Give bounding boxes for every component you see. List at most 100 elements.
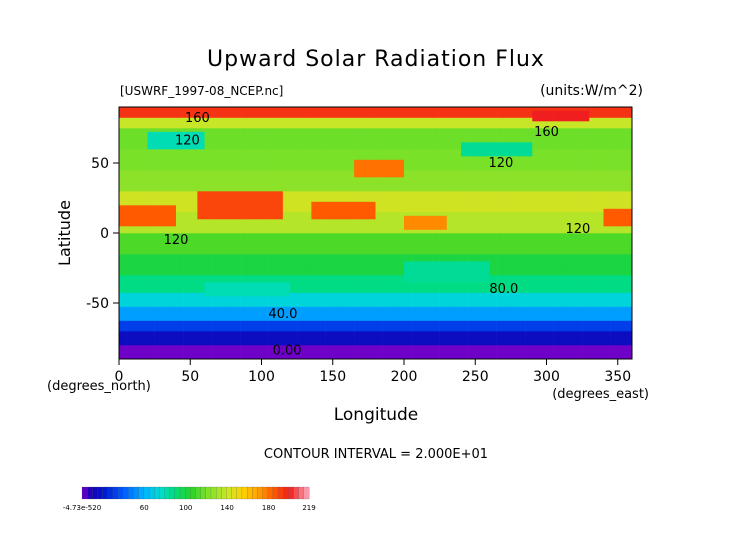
heatmap-cell: [389, 275, 398, 279]
heatmap-cell: [582, 198, 590, 202]
heatmap-cell: [354, 212, 362, 216]
heatmap-cell: [553, 135, 562, 139]
heatmap-cell: [247, 138, 255, 143]
heatmap-cell: [418, 194, 426, 199]
heatmap-cell: [211, 240, 220, 244]
heatmap-cell: [461, 191, 469, 195]
heatmap-cell: [510, 117, 519, 122]
heatmap-cell: [525, 285, 533, 290]
heatmap-cell: [375, 341, 383, 346]
heatmap-cell: [532, 282, 540, 286]
heatmap-cell: [318, 166, 326, 171]
heatmap-cell: [439, 352, 448, 356]
heatmap-cell: [268, 236, 277, 241]
heatmap-cell: [183, 355, 191, 360]
heatmap-cell: [368, 264, 376, 269]
heatmap-cell: [439, 341, 448, 346]
heatmap-cell: [503, 198, 512, 202]
heatmap-cell: [325, 292, 334, 297]
heatmap-cell: [546, 177, 554, 181]
heatmap-cell: [560, 138, 569, 143]
heatmap-cell: [396, 222, 405, 227]
heatmap-cell: [382, 271, 391, 276]
heatmap-cell: [439, 299, 448, 304]
heatmap-cell: [304, 289, 312, 293]
heatmap-cell: [240, 128, 248, 132]
heatmap-cell: [489, 324, 497, 328]
heatmap-cell: [354, 138, 362, 143]
heatmap-cell: [282, 117, 291, 122]
heatmap-cell: [311, 163, 319, 167]
heatmap-cell: [275, 345, 284, 349]
heatmap-cell: [411, 177, 419, 181]
heatmap-cell: [589, 187, 597, 192]
heatmap-cell: [475, 128, 483, 132]
heatmap-cell: [318, 299, 326, 304]
heatmap-cell: [589, 278, 597, 283]
heatmap-cell: [290, 324, 298, 328]
heatmap-cell: [525, 317, 533, 321]
heatmap-cell: [133, 121, 141, 125]
heatmap-cell: [297, 268, 305, 272]
heatmap-cell: [254, 124, 262, 129]
heatmap-cell: [582, 121, 590, 125]
heatmap-cell: [560, 331, 569, 335]
heatmap-cell: [247, 149, 255, 153]
heatmap-cell: [325, 278, 334, 283]
heatmap-cell: [525, 233, 533, 237]
heatmap-cell: [525, 303, 533, 307]
heatmap-cell: [496, 194, 505, 199]
heatmap-cell: [119, 320, 127, 325]
heatmap-cell: [532, 317, 540, 321]
heatmap-cell: [282, 142, 291, 146]
heatmap-cell: [560, 156, 569, 160]
heatmap-cell: [325, 282, 334, 286]
heatmap-cell: [425, 198, 433, 202]
heatmap-cell: [347, 271, 355, 276]
heatmap-cell: [304, 173, 312, 178]
heatmap-cell: [375, 240, 383, 244]
heatmap-cell: [290, 205, 298, 209]
heatmap-cell: [218, 170, 227, 174]
heatmap-cell: [389, 331, 398, 335]
heatmap-cell: [318, 282, 326, 286]
heatmap-cell: [133, 215, 141, 220]
heatmap-cell: [553, 278, 562, 283]
heatmap-cell: [375, 226, 383, 230]
heatmap-cell: [624, 173, 633, 178]
heatmap-cell: [503, 124, 512, 129]
heatmap-cell: [268, 156, 277, 160]
heatmap-cell: [596, 334, 604, 339]
heatmap-cell: [211, 173, 220, 178]
heatmap-cell: [596, 184, 604, 188]
heatmap-cell: [190, 142, 198, 146]
heatmap-cell: [610, 138, 619, 143]
heatmap-cell: [404, 240, 412, 244]
heatmap-cell: [140, 310, 148, 314]
heatmap-cell: [375, 201, 383, 206]
heatmap-cell: [119, 159, 127, 164]
heatmap-cell: [368, 275, 376, 279]
heatmap-cell: [183, 142, 191, 146]
heatmap-cell: [183, 226, 191, 230]
heatmap-cell: [190, 173, 198, 178]
heatmap-cell: [147, 205, 155, 209]
heatmap-cell: [126, 240, 134, 244]
heatmap-cell: [411, 306, 419, 311]
heatmap-cell: [396, 313, 405, 318]
heatmap-cell: [503, 299, 512, 304]
heatmap-cell: [197, 278, 205, 283]
heatmap-cell: [247, 177, 255, 181]
heatmap-cell: [297, 250, 305, 255]
heatmap-cell: [610, 177, 619, 181]
heatmap-cell: [154, 156, 163, 160]
heatmap-cell: [418, 240, 426, 244]
heatmap-cell: [347, 296, 355, 300]
heatmap-cell: [339, 124, 348, 129]
heatmap-cell: [197, 254, 205, 258]
heatmap-cell: [532, 296, 540, 300]
heatmap-cell: [375, 275, 383, 279]
heatmap-cell: [589, 320, 597, 325]
heatmap-cell: [197, 289, 205, 293]
heatmap-cell: [140, 166, 148, 171]
